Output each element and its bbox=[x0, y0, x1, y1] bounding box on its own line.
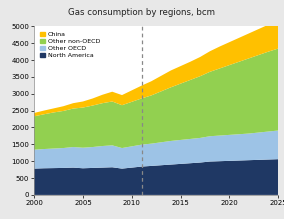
Legend: China, Other non-OECD, Other OECD, North America: China, Other non-OECD, Other OECD, North… bbox=[40, 31, 101, 58]
Text: Gas consumption by regions, bcm: Gas consumption by regions, bcm bbox=[68, 7, 216, 17]
